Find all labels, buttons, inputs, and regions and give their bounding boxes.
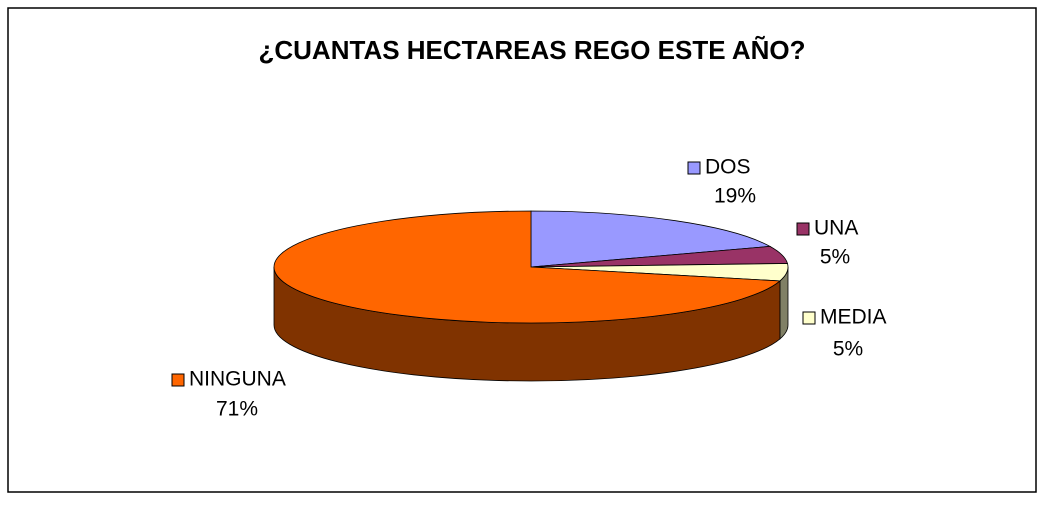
legend-swatch xyxy=(171,373,185,387)
slice-value-label: 71% xyxy=(216,398,258,421)
chart-title: ¿CUANTAS HECTAREAS REGO ESTE AÑO? xyxy=(259,35,806,65)
slice-label: DOS xyxy=(705,156,751,179)
slice-label: NINGUNA xyxy=(189,368,286,391)
slice-label: MEDIA xyxy=(820,306,887,329)
legend-swatch xyxy=(796,222,810,236)
pie-slice xyxy=(530,210,772,268)
slice-value-label: 5% xyxy=(833,338,863,361)
slice-label: UNA xyxy=(814,217,858,240)
pie-slice xyxy=(273,210,781,324)
legend-swatch xyxy=(687,161,701,175)
slice-value-label: 19% xyxy=(714,185,756,208)
slice-value-label: 5% xyxy=(820,246,850,269)
legend-swatch xyxy=(802,311,816,325)
